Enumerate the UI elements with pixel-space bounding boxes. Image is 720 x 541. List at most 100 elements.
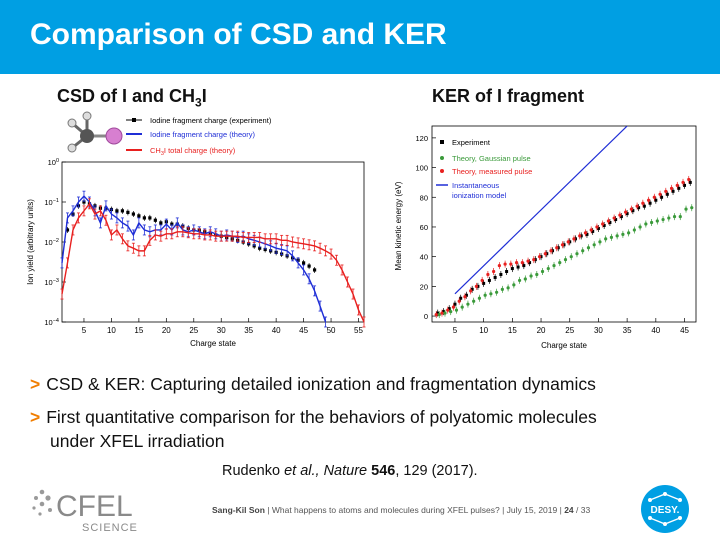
csd-data-point [170,222,174,226]
footer: Sang-Kil Son | What happens to atoms and… [212,505,590,515]
ker-data-point [526,259,530,263]
ker-data-point [469,289,473,293]
ker-legend: Experiment Theory, Gaussian pulse Theory… [436,138,532,200]
csd-x-label: Charge state [190,339,236,348]
ker-data-point [598,240,602,244]
ker-data-point [566,240,570,244]
bullet-point: > First quantitative comparison for the b… [30,405,700,453]
ker-data-point [672,214,677,219]
ker-data-point [681,180,685,185]
ker-data-point [629,207,633,211]
ker-data-point [529,274,533,278]
desy-logo-text: DESY. [651,505,680,516]
cfel-logo-sub: SCIENCE [82,522,138,534]
ker-y-label: Mean kinetic energy (eV) [394,181,403,270]
csd-data-point [126,210,130,214]
ker-chart: 5 10 15 20 25 30 35 40 45 0 20 40 60 80 100 120 Experim… [388,118,700,354]
ker-y-tick-label: 100 [415,164,428,173]
ker-data-point [506,286,510,290]
ker-data-point [437,312,441,317]
csd-legend: Iodine fragment charge (experiment) Iodi… [126,116,272,157]
bullet-marker: > [30,407,41,427]
csd-x-tick-label: 10 [107,326,116,335]
ker-data-point [683,183,687,187]
bullet-text: First quantitative comparison for the be… [46,407,597,427]
ker-x-tick-label: 40 [651,326,660,335]
ker-data-point [578,234,582,238]
ker-data-point [604,237,608,241]
ker-data-point [517,278,522,283]
footer-talk: | What happens to atoms and molecules du… [267,505,562,515]
ker-data-point [487,278,491,282]
ker-data-point [503,262,507,266]
ker-data-point [514,261,519,265]
ker-data-point [569,255,573,259]
csd-x-tick-label: 15 [134,326,143,335]
csd-heading-sub: 3 [195,95,202,110]
ker-data-point [523,277,527,281]
ker-data-point [535,272,539,277]
csd-data-point [159,221,163,225]
ker-data-point [453,302,457,306]
ker-data-point [446,308,450,312]
ker-data-point [583,231,588,235]
ker-data-point [637,206,641,210]
ker-data-point [646,198,651,202]
footer-page: 24 [564,505,574,515]
csd-x-tick-label: 20 [162,326,171,335]
ker-data-point [549,249,553,253]
csd-data-point [258,246,262,250]
ker-data-point [572,237,576,241]
ker-data-point [675,183,679,187]
ker-plot-frame [431,125,697,323]
ker-data-point [500,287,504,291]
ker-data-point [440,311,444,315]
ker-data-point [457,299,461,303]
ker-data-point [684,207,688,211]
ker-data-point [581,249,585,253]
ker-data-point [631,209,635,213]
ker-data-point [592,243,596,247]
csd-data-point [252,244,256,248]
ker-data-point [678,214,682,219]
ker-data-point [552,263,556,268]
ker-data-point [658,192,662,196]
ker-data-point [687,177,691,182]
ker-data-point [664,189,668,193]
csd-chart: Iodine fragment charge (experiment) Iodi… [22,108,374,354]
ker-data-point [606,219,611,223]
bullet-text: CSD & KER: Capturing detailed ionization… [46,374,596,394]
csd-data-point [82,200,86,204]
bullet-point: > CSD & KER: Capturing detailed ionizatio… [30,372,700,396]
ker-data-point [641,201,645,205]
csd-x-tick-label: 40 [272,326,281,335]
ker-data-point [586,246,591,250]
ker-data-point [627,231,631,235]
slide-title: Comparison of CSD and KER [30,18,447,51]
ker-data-point [436,311,440,315]
ker-data-point [669,186,674,190]
csd-data-point [115,209,119,213]
molecule-icon [67,111,123,153]
ker-x-tick-label: 5 [453,326,458,335]
ker-data-point [589,228,593,232]
ker-data-point [688,180,692,184]
ker-x-tick-label: 15 [508,326,517,335]
csd-y-tick-label: 10−4 [44,318,59,327]
csd-plot-frame [61,161,365,323]
ker-data-point [516,265,520,269]
ker-y-tick-label: 80 [420,193,428,202]
ker-x-label: Charge state [541,341,587,350]
csd-y-tick-label: 100 [48,158,59,167]
ker-legend-instantaneous-2: ionization model [452,191,507,200]
csd-x-tick-label: 35 [244,326,253,335]
ker-data-point [497,263,501,268]
ker-data-point [463,295,467,299]
ker-data-point [505,270,509,274]
ker-x-tick-label: 35 [623,326,632,335]
ker-data-point [609,235,614,239]
ker-data-point [537,255,542,259]
ker-data-point [470,287,474,291]
csd-data-point [148,216,152,220]
csd-data-point [65,228,70,232]
